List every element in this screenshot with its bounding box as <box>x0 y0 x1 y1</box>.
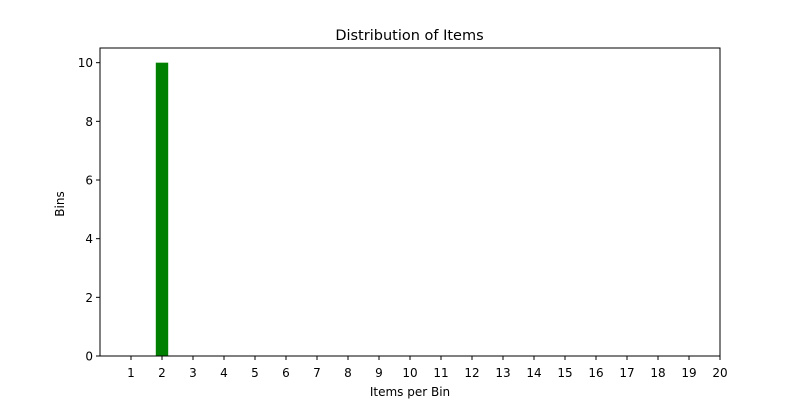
x-tick-label: 1 <box>127 366 135 380</box>
x-tick-label: 20 <box>712 366 727 380</box>
x-tick-label: 19 <box>681 366 696 380</box>
y-tick-label: 10 <box>78 56 93 70</box>
x-tick-label: 16 <box>588 366 603 380</box>
x-tick-label: 2 <box>158 366 166 380</box>
x-tick-label: 11 <box>433 366 448 380</box>
x-tick-label: 14 <box>526 366 541 380</box>
x-tick-label: 7 <box>313 366 321 380</box>
y-tick-label: 8 <box>85 115 93 129</box>
y-axis-label: Bins <box>53 191 67 216</box>
x-tick-label: 18 <box>650 366 665 380</box>
x-tick-label: 13 <box>495 366 510 380</box>
x-tick-label: 12 <box>464 366 479 380</box>
x-tick-label: 5 <box>251 366 259 380</box>
x-axis-label: Items per Bin <box>370 385 450 399</box>
bar-2 <box>155 62 169 357</box>
y-tick-label: 2 <box>85 291 93 305</box>
x-tick-label: 15 <box>557 366 572 380</box>
x-tick-label: 17 <box>619 366 634 380</box>
x-tick-label: 10 <box>402 366 417 380</box>
x-tick-label: 3 <box>189 366 197 380</box>
y-tick-label: 0 <box>85 350 93 364</box>
bars-layer <box>155 62 169 357</box>
chart-title: Distribution of Items <box>335 28 483 44</box>
y-tick-label: 4 <box>85 232 93 246</box>
plot-frame <box>99 47 721 357</box>
x-tick-label: 6 <box>282 366 290 380</box>
x-axis-ticks: 1 2 3 4 5 6 7 8 9 10 11 12 13 14 15 16 17 18 19 20 <box>127 356 728 380</box>
y-axis-ticks: 0 2 4 6 8 10 <box>78 56 100 364</box>
x-tick-label: 9 <box>375 366 383 380</box>
x-tick-label: 4 <box>220 366 228 380</box>
y-tick-label: 6 <box>85 174 93 188</box>
x-tick-label: 8 <box>344 366 352 380</box>
